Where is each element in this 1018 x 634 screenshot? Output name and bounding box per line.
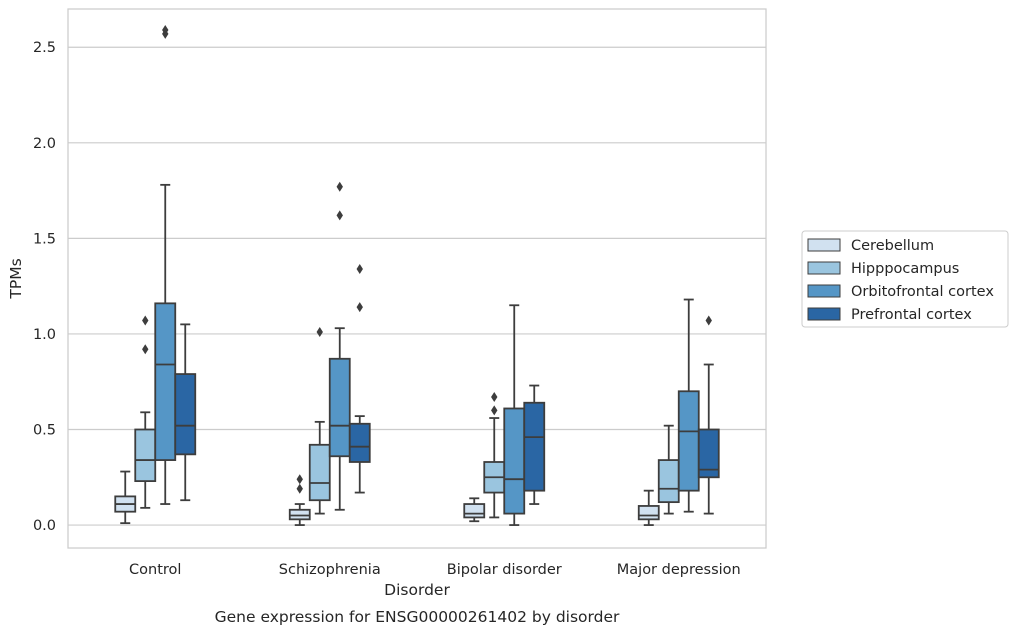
outlier-point bbox=[162, 25, 169, 36]
box-1-0 bbox=[288, 474, 311, 526]
x-tick-label: Schizophrenia bbox=[279, 562, 381, 578]
box-iqr bbox=[523, 401, 546, 492]
box-0-0 bbox=[114, 470, 137, 525]
box-iqr bbox=[154, 302, 177, 461]
box-iqr bbox=[308, 443, 331, 502]
box-1-3 bbox=[348, 263, 371, 494]
y-tick-label: 0.5 bbox=[33, 422, 56, 438]
legend-swatch bbox=[807, 261, 841, 275]
box-1-1 bbox=[308, 327, 331, 515]
box-0-3 bbox=[174, 323, 197, 502]
x-axis-label: Disorder bbox=[384, 581, 450, 599]
box-iqr bbox=[463, 503, 486, 519]
box-3-1 bbox=[657, 424, 680, 515]
outlier-point bbox=[356, 302, 363, 313]
box-3-2 bbox=[677, 298, 700, 513]
box-iqr bbox=[697, 428, 720, 479]
outlier-point bbox=[491, 392, 498, 403]
y-tick-label: 1.0 bbox=[33, 327, 56, 343]
x-tick-label: Control bbox=[129, 562, 181, 578]
box-iqr bbox=[657, 459, 680, 504]
box-iqr bbox=[348, 422, 371, 463]
box-2-0 bbox=[463, 497, 486, 523]
box-iqr bbox=[677, 390, 700, 492]
box-iqr bbox=[503, 407, 526, 515]
outlier-point bbox=[356, 263, 363, 274]
box-iqr bbox=[134, 428, 157, 483]
box-iqr bbox=[288, 508, 311, 521]
box-iqr bbox=[328, 357, 351, 458]
box-iqr bbox=[637, 505, 660, 521]
box-2-3 bbox=[523, 384, 546, 505]
outlier-point bbox=[491, 405, 498, 416]
outlier-point bbox=[296, 483, 303, 494]
outlier-point bbox=[142, 315, 149, 326]
plot-area-frame bbox=[67, 8, 767, 549]
y-tick-label: 1.5 bbox=[33, 231, 56, 247]
box-0-2 bbox=[154, 25, 177, 505]
outlier-point bbox=[336, 181, 343, 192]
outlier-point bbox=[296, 474, 303, 485]
outlier-point bbox=[142, 344, 149, 355]
chart-title: Gene expression for ENSG00000261402 by d… bbox=[215, 608, 620, 626]
y-tick-label: 2.5 bbox=[33, 40, 56, 56]
x-tick-label: Major depression bbox=[617, 562, 741, 578]
x-tick-labels: Control Schizophrenia Bipolar disorder Majo… bbox=[129, 562, 741, 578]
box-2-1 bbox=[483, 392, 506, 519]
outlier-point bbox=[316, 327, 323, 338]
box-iqr bbox=[174, 373, 197, 456]
legend-swatch bbox=[807, 238, 841, 252]
legend-label: Orbitofrontal cortex bbox=[851, 284, 994, 300]
legend-label: Hipppocampus bbox=[851, 261, 959, 277]
y-tick-label: 2.0 bbox=[33, 136, 56, 152]
y-axis-label: TPMs bbox=[7, 258, 25, 299]
box-3-0 bbox=[637, 489, 660, 526]
legend-frame bbox=[801, 230, 1009, 328]
box-0-1 bbox=[134, 315, 157, 509]
legend-swatch bbox=[807, 307, 841, 321]
box-plots bbox=[114, 25, 720, 526]
x-tick-label: Bipolar disorder bbox=[447, 562, 562, 578]
legend-label: Cerebellum bbox=[851, 238, 934, 254]
legend-label: Prefrontal cortex bbox=[851, 307, 972, 323]
legend: Cerebellum Hipppocampus Orbitofrontal cort… bbox=[801, 230, 1009, 328]
y-tick-label: 0.0 bbox=[33, 518, 56, 534]
y-tick-labels: 0.0 0.5 1.0 1.5 2.0 2.5 bbox=[33, 40, 56, 534]
outlier-point bbox=[705, 315, 712, 326]
box-2-2 bbox=[503, 304, 526, 526]
outlier-point bbox=[336, 210, 343, 221]
box-3-3 bbox=[697, 315, 720, 515]
legend-swatch bbox=[807, 284, 841, 298]
box-1-2 bbox=[328, 181, 351, 511]
